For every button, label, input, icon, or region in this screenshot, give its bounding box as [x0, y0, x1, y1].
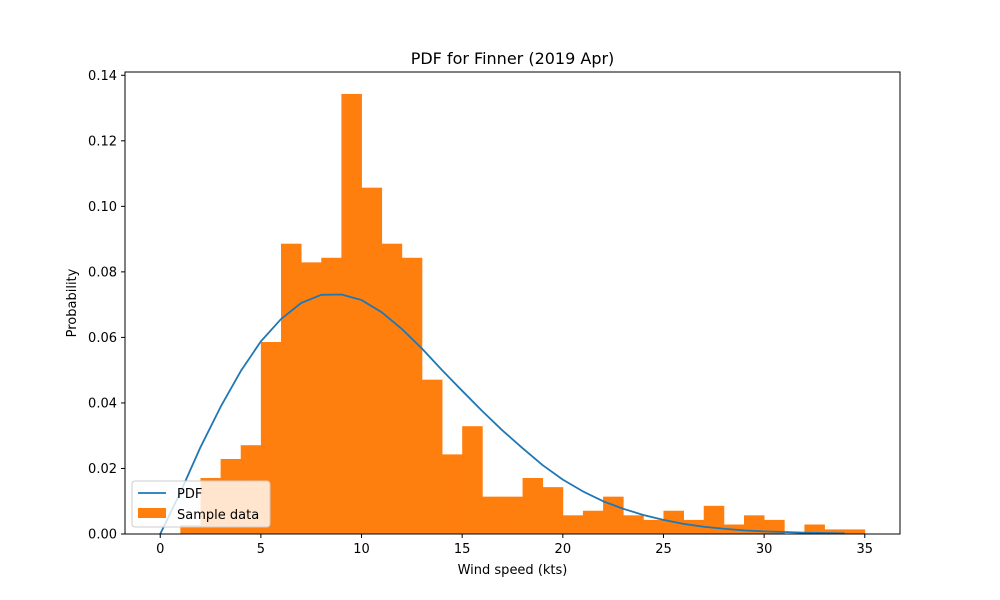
histogram-bar	[603, 496, 624, 534]
y-tick-label: 0.06	[88, 331, 117, 346]
histogram-bar	[703, 505, 725, 534]
legend-sample-swatch	[138, 508, 166, 518]
histogram-bar	[542, 487, 564, 534]
legend-pdf-label: PDF	[177, 487, 202, 502]
y-tick-label: 0.14	[88, 69, 117, 84]
histogram-bar	[442, 454, 463, 534]
pdf-line-layer	[159, 293, 845, 535]
histogram-bar	[643, 519, 664, 534]
x-tick-label: 25	[655, 542, 672, 557]
histogram-bar	[401, 257, 423, 534]
histogram-bar	[582, 510, 604, 534]
y-tick-label: 0.10	[88, 200, 117, 215]
x-tick-label: 20	[555, 542, 572, 557]
histogram-bar	[321, 257, 342, 534]
histogram-bar	[522, 477, 544, 534]
legend: PDF Sample data	[131, 480, 271, 528]
y-axis-ticks: 0.00 0.02 0.04 0.06 0.08 0.10 0.12 0.14	[88, 69, 125, 543]
y-axis-title: Probability	[65, 268, 80, 337]
histogram-bar	[623, 515, 644, 534]
x-tick-label: 35	[856, 542, 873, 557]
histogram-bar	[421, 379, 443, 534]
histogram-bar	[301, 262, 322, 534]
histogram-bar	[482, 496, 503, 534]
histogram-bar	[764, 519, 785, 534]
histogram-bar	[804, 524, 825, 534]
x-axis-title: Wind speed (kts)	[458, 563, 568, 578]
histogram-bar	[180, 525, 201, 534]
histogram-bar	[462, 426, 483, 534]
x-tick-label: 5	[257, 542, 265, 557]
x-tick-label: 0	[156, 542, 164, 557]
histogram-bar	[281, 243, 302, 534]
histogram-bar	[361, 187, 383, 534]
histogram-bar	[844, 529, 866, 534]
histogram-bar	[743, 515, 765, 534]
y-tick-label: 0.02	[88, 462, 117, 477]
legend-box	[131, 480, 271, 528]
pdf-line	[159, 293, 845, 535]
legend-sample-label: Sample data	[177, 508, 259, 523]
histogram-bar	[562, 515, 584, 534]
histogram-bar	[381, 243, 403, 534]
x-tick-label: 30	[756, 542, 773, 557]
x-axis-ticks: 0 5 10 15 20 25 30 35	[156, 534, 873, 557]
histogram-bar	[341, 93, 362, 534]
histogram-bar	[683, 519, 705, 534]
plot-frame	[124, 71, 901, 535]
y-tick-label: 0.00	[88, 528, 117, 543]
x-tick-label: 15	[454, 542, 471, 557]
y-tick-label: 0.08	[88, 265, 117, 280]
histogram-bar	[502, 496, 523, 534]
y-tick-label: 0.04	[88, 396, 117, 411]
histogram-bar	[824, 529, 846, 534]
x-tick-label: 10	[353, 542, 370, 557]
chart-title: PDF for Finner (2019 Apr)	[411, 49, 615, 68]
y-tick-label: 0.12	[88, 134, 117, 149]
